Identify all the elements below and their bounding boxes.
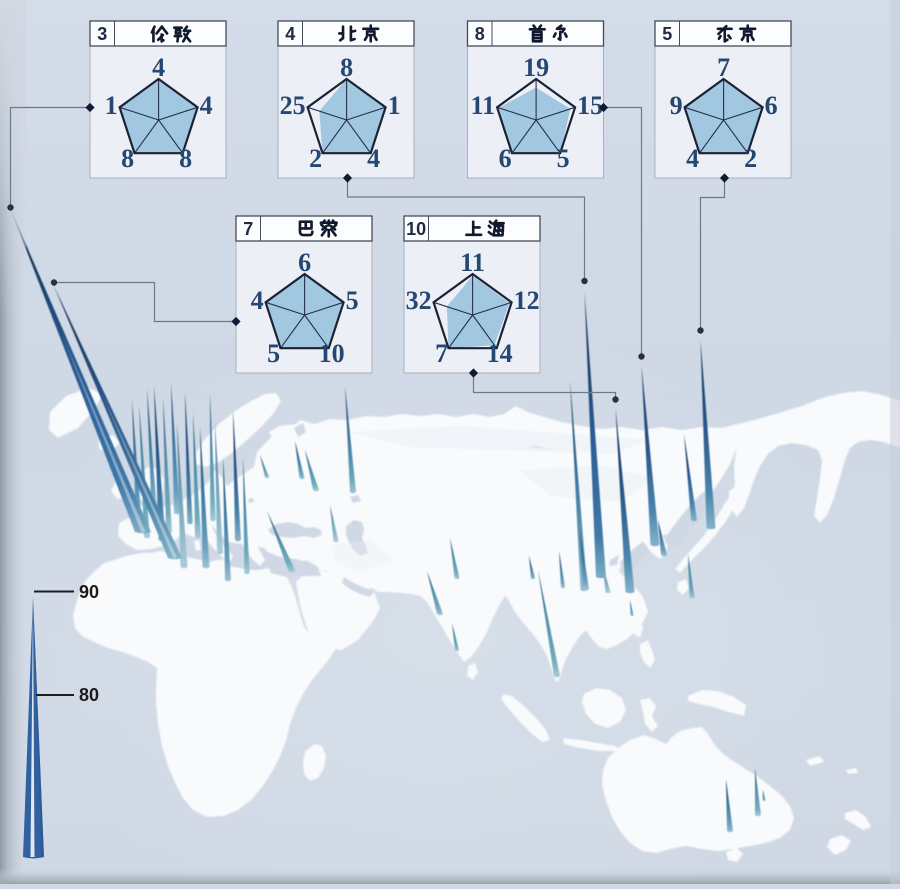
svg-text:4: 4 bbox=[152, 53, 165, 82]
svg-text:25: 25 bbox=[280, 91, 306, 120]
svg-text:8: 8 bbox=[121, 144, 134, 173]
svg-text:90: 90 bbox=[79, 582, 99, 602]
svg-text:6: 6 bbox=[765, 91, 778, 120]
svg-text:8: 8 bbox=[340, 53, 353, 82]
svg-text:4: 4 bbox=[200, 91, 213, 120]
svg-text:10: 10 bbox=[406, 219, 426, 239]
svg-text:5: 5 bbox=[557, 144, 570, 173]
svg-text:11: 11 bbox=[460, 248, 485, 277]
svg-text:8: 8 bbox=[179, 144, 192, 173]
svg-text:2: 2 bbox=[744, 144, 757, 173]
svg-text:5: 5 bbox=[346, 286, 359, 315]
svg-text:7: 7 bbox=[717, 53, 730, 82]
svg-text:12: 12 bbox=[514, 286, 540, 315]
svg-text:4: 4 bbox=[285, 24, 295, 44]
svg-text:8: 8 bbox=[475, 24, 485, 44]
svg-text:6: 6 bbox=[298, 248, 311, 277]
svg-text:10: 10 bbox=[319, 339, 345, 368]
svg-text:5: 5 bbox=[267, 339, 280, 368]
svg-text:32: 32 bbox=[406, 286, 432, 315]
svg-text:4: 4 bbox=[367, 144, 380, 173]
svg-text:2: 2 bbox=[309, 144, 322, 173]
svg-text:5: 5 bbox=[662, 24, 672, 44]
svg-text:1: 1 bbox=[105, 91, 118, 120]
svg-text:6: 6 bbox=[499, 144, 512, 173]
svg-text:4: 4 bbox=[251, 286, 264, 315]
svg-text:14: 14 bbox=[487, 339, 513, 368]
svg-text:3: 3 bbox=[97, 24, 107, 44]
svg-text:4: 4 bbox=[686, 144, 699, 173]
svg-text:15: 15 bbox=[577, 91, 603, 120]
svg-text:1: 1 bbox=[388, 91, 401, 120]
svg-text:9: 9 bbox=[670, 91, 683, 120]
svg-text:11: 11 bbox=[471, 91, 496, 120]
svg-text:80: 80 bbox=[79, 685, 99, 705]
svg-text:7: 7 bbox=[243, 219, 253, 239]
svg-text:19: 19 bbox=[523, 53, 549, 82]
svg-text:7: 7 bbox=[435, 339, 448, 368]
